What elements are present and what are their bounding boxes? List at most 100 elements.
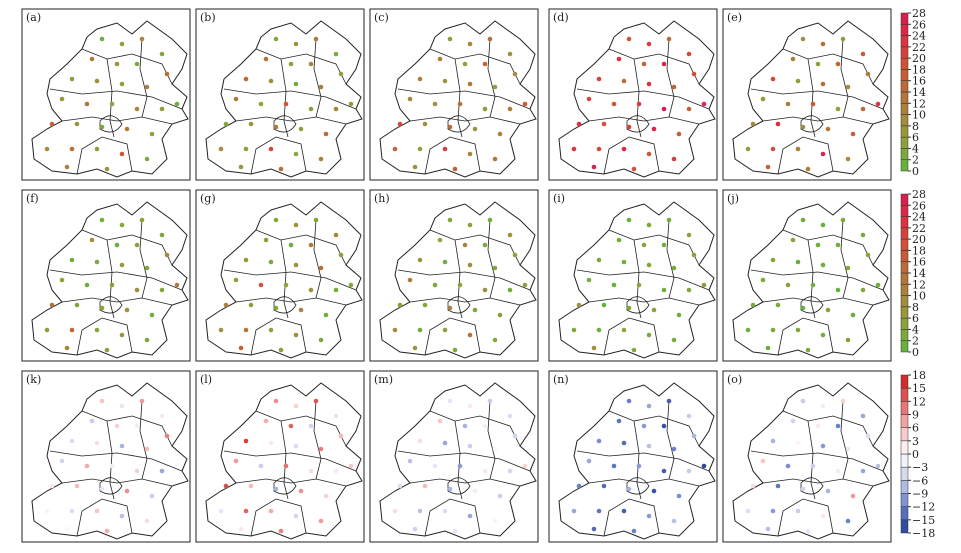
map-panel: (m) — [369, 370, 539, 543]
colorbar-segment — [900, 317, 909, 330]
station-dot — [467, 151, 473, 157]
district-boundary — [800, 477, 824, 495]
station-dot — [701, 282, 707, 288]
district-boundary — [588, 297, 700, 306]
station-dot — [497, 493, 503, 499]
panel-frame — [369, 8, 539, 181]
station-dot — [636, 101, 642, 107]
station-dot — [99, 305, 105, 311]
station-dot — [586, 277, 592, 283]
colorbar-segment — [900, 453, 909, 468]
station-dot — [223, 302, 229, 308]
district-boundary — [608, 229, 700, 266]
colorbar-segment — [900, 374, 909, 389]
colorbar-tick-label: 16 — [912, 75, 926, 88]
station-dot — [686, 468, 692, 474]
station-dot — [631, 528, 637, 534]
station-dot — [865, 71, 871, 77]
station-dot — [94, 259, 100, 265]
panel-frame — [548, 370, 718, 543]
station-dot — [596, 508, 602, 514]
district-boundary — [750, 269, 884, 291]
station-dot — [318, 265, 324, 271]
station-dot — [89, 56, 95, 62]
panel-label: (d) — [553, 11, 569, 24]
station-dot — [641, 423, 647, 429]
station-dot — [611, 101, 617, 107]
station-dot — [99, 398, 105, 404]
station-dot — [596, 257, 602, 263]
colorbar-tick-label: 16 — [912, 256, 926, 269]
station-dot — [626, 217, 632, 223]
station-dot — [497, 131, 503, 137]
station-dot — [64, 345, 70, 351]
station-dot — [800, 486, 806, 492]
colorbar-tick-label: 0 — [912, 346, 919, 359]
station-dot — [860, 413, 866, 419]
station-dot — [457, 101, 463, 107]
station-dot — [268, 259, 274, 265]
district-boundary — [429, 48, 521, 85]
station-dot — [417, 508, 423, 514]
station-dot — [671, 446, 677, 452]
station-dot — [119, 222, 125, 228]
map-panel: (e) — [722, 8, 892, 181]
station-dot — [109, 101, 115, 107]
station-dot — [134, 106, 140, 112]
station-dot — [293, 513, 299, 519]
station-dot — [268, 78, 274, 84]
station-dot — [84, 463, 90, 469]
district-boundary — [255, 48, 347, 85]
district-boundary — [99, 296, 123, 314]
district-boundary — [81, 229, 173, 266]
station-dot — [318, 156, 324, 162]
colorbar-tick-label: 15 — [912, 382, 926, 395]
station-dot — [845, 446, 851, 452]
station-dot — [646, 222, 652, 228]
colorbar-tick-label: 2 — [912, 335, 919, 348]
station-dot — [94, 508, 100, 514]
district-boundary — [223, 450, 357, 472]
station-dot — [139, 36, 145, 42]
station-dot — [512, 71, 518, 77]
map-panel: (l) — [195, 370, 365, 543]
station-dot — [745, 327, 751, 333]
station-dot — [323, 493, 329, 499]
station-dot — [94, 146, 100, 152]
colorbar-segment — [900, 261, 909, 274]
colorbar-segment — [900, 401, 909, 415]
station-dot — [770, 327, 776, 333]
station-dot — [472, 307, 478, 313]
colorbar-segment — [900, 506, 909, 521]
station-dot — [661, 106, 667, 112]
station-dot — [268, 146, 274, 152]
station-dot — [666, 398, 672, 404]
station-dot — [452, 347, 458, 353]
district-boundary — [777, 317, 834, 356]
station-dot — [845, 265, 851, 271]
station-dot — [144, 84, 150, 90]
district-boundary — [409, 116, 521, 125]
district-boundary — [49, 450, 183, 472]
station-dot — [850, 493, 856, 499]
station-dot — [318, 337, 324, 343]
station-dot — [298, 307, 304, 313]
colorbar-segment — [900, 306, 909, 319]
station-dot — [119, 151, 125, 157]
station-dot — [333, 51, 339, 57]
station-dot — [99, 217, 105, 223]
station-dot — [765, 345, 771, 351]
station-dot — [522, 101, 528, 107]
station-dot — [437, 237, 443, 243]
station-dot — [273, 398, 279, 404]
station-dot — [348, 282, 354, 288]
station-dot — [795, 78, 801, 84]
panel-frame — [722, 189, 892, 362]
station-dot — [417, 438, 423, 444]
colorbar-tick-label: 0 — [912, 448, 919, 461]
district-boundary — [255, 410, 347, 447]
station-dot — [795, 327, 801, 333]
station-dot — [492, 337, 498, 343]
panel-frame — [195, 8, 365, 181]
station-dot — [293, 151, 299, 157]
